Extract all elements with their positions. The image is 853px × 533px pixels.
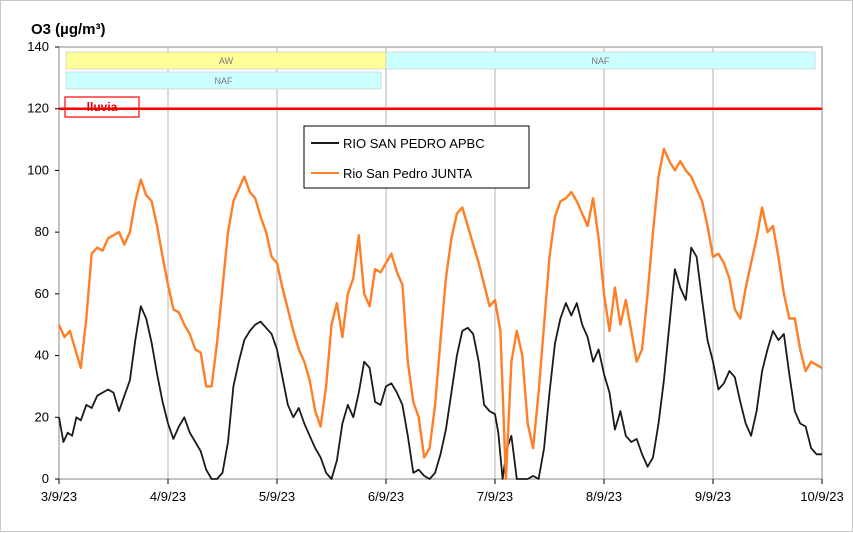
lluvia-label: lluvia <box>87 100 118 114</box>
legend-box <box>303 125 530 189</box>
chart-title: O3 (µg/m³) <box>31 21 105 38</box>
y-tick-label-140: 140 <box>27 39 49 54</box>
x-tick-label-4: 7/9/23 <box>477 489 513 504</box>
band-label-2: NAF <box>215 76 234 86</box>
y-tick-label-80: 80 <box>35 224 49 239</box>
plot-area <box>58 46 823 480</box>
x-axis: 3/9/23 4/9/23 5/9/23 6/9/23 7/9/23 8/9/23 9/9/… <box>41 479 844 504</box>
band-2 <box>65 71 382 90</box>
y-tick-label-20: 20 <box>35 409 49 424</box>
x-tick-label-3: 6/9/23 <box>368 489 404 504</box>
x-tick-label-2: 5/9/23 <box>259 489 295 504</box>
y-tick-label-100: 100 <box>27 162 49 177</box>
y-tick-label-120: 120 <box>27 101 49 116</box>
y-tick-label-0: 0 <box>42 471 49 486</box>
legend-label-junta: Rio San Pedro JUNTA <box>343 166 472 181</box>
series-line-0 <box>58 246 822 480</box>
episode-bands: AW NAF NAF <box>65 51 816 90</box>
y-axis: 0 20 40 60 80 100 120 140 <box>27 39 59 486</box>
lluvia-box <box>64 96 140 118</box>
band-label-0: AW <box>219 56 234 66</box>
band-1 <box>385 51 816 70</box>
legend-label-apbc: RIO SAN PEDRO APBC <box>343 136 485 151</box>
x-tick-label-6: 9/9/23 <box>695 489 731 504</box>
threshold-line: lluvia <box>59 96 822 118</box>
x-tick-label-1: 4/9/23 <box>150 489 186 504</box>
y-tick-label-40: 40 <box>35 348 49 363</box>
y-tick-label-60: 60 <box>35 286 49 301</box>
band-label-1: NAF <box>592 56 611 66</box>
x-tick-label-0: 3/9/23 <box>41 489 77 504</box>
x-tick-label-5: 8/9/23 <box>586 489 622 504</box>
legend: RIO SAN PEDRO APBC Rio San Pedro JUNTA <box>303 125 530 189</box>
series-lines <box>57 147 823 481</box>
series-line-1 <box>57 147 823 481</box>
x-tick-label-7: 10/9/23 <box>800 489 843 504</box>
